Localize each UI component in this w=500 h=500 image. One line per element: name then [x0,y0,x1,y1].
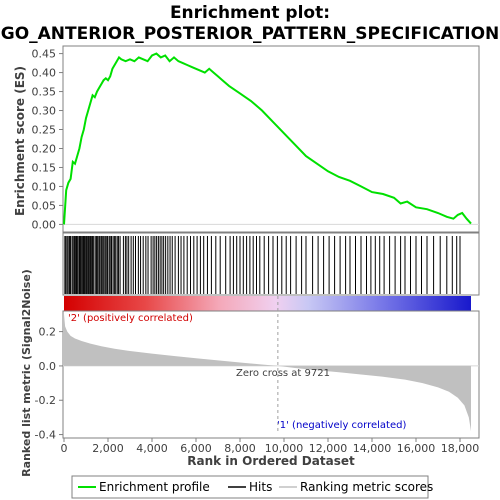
enrichment-profile-line [63,52,472,225]
es-panel-frame [62,45,480,233]
hits-panel [62,232,480,296]
rank-panel: -0.4 -0.2 0.0 0.2 0 2,000 4,000 6,000 8,000 10,0… [20,269,480,477]
legend-label-hits: Hits [249,480,272,494]
x-axis-label: Rank in Ordered Dataset [187,454,355,468]
es-y-axis-label: Enrichment score (ES) [13,66,27,216]
es-y-ticks: 0.00 0.05 0.10 0.15 0.20 0.25 0.30 0.35 0.40 0.45 [32,48,63,231]
legend-label-ranking-metric-scores: Ranking metric scores [300,480,433,494]
es-y-tick-label: 0.25 [32,124,57,137]
es-y-tick-label: 0.35 [32,86,57,99]
legend-label-enrichment-profile: Enrichment profile [99,480,210,494]
positive-correlation-label: '2' (positively correlated) [68,313,193,324]
es-y-tick-label: 0.20 [32,142,57,155]
ranking-metric-area [64,314,471,432]
negative-correlation-label: '1' (negatively correlated) [277,420,406,431]
es-y-tick-label: 0.10 [32,180,57,193]
chart-title-line1: Enrichment plot: [170,3,330,23]
x-tick-label: 14,000 [353,442,392,455]
es-y-tick-label: 0.15 [32,161,57,174]
rank-y-tick-label: 0.2 [39,326,57,339]
es-y-tick-label: 0.40 [32,67,57,80]
rank-y-axis-label: Ranked list metric (Signal2Noise) [20,269,33,477]
rank-y-tick-label: -0.2 [35,394,56,407]
rank-y-ticks: -0.4 -0.2 0.0 0.2 [35,326,63,442]
x-tick-label: 10,000 [265,442,304,455]
legend-frame [71,475,429,499]
hits-panel-frame [62,232,480,296]
hit-marks [64,236,461,294]
x-tick-label: 8,000 [224,442,256,455]
x-tick-label: 0 [61,442,68,455]
es-y-tick-label: 0.05 [32,199,57,212]
es-y-tick-label: 0.00 [32,218,57,231]
chart-title-line2: GO_ANTERIOR_POSTERIOR_PATTERN_SPECIFICAT… [1,24,500,44]
x-tick-label: 2,000 [92,442,124,455]
x-tick-label: 18,000 [441,442,480,455]
x-tick-label: 6,000 [180,442,212,455]
es-y-tick-label: 0.45 [32,48,57,61]
legend: Enrichment profile Hits Ranking metric s… [71,475,433,499]
rank-color-bar [64,296,471,311]
x-tick-label: 12,000 [309,442,348,455]
rank-y-tick-label: -0.4 [35,429,56,442]
x-tick-label: 4,000 [136,442,168,455]
zero-cross-label: Zero cross at 9721 [236,368,330,379]
rank-y-tick-label: 0.0 [39,360,57,373]
x-tick-label: 16,000 [397,442,436,455]
es-panel: 0.00 0.05 0.10 0.15 0.20 0.25 0.30 0.35 0.40 0.45… [13,45,480,233]
es-y-tick-label: 0.30 [32,105,57,118]
rank-x-ticks: 0 2,000 4,000 6,000 8,000 10,000 12,000 14,000 1… [61,438,480,455]
